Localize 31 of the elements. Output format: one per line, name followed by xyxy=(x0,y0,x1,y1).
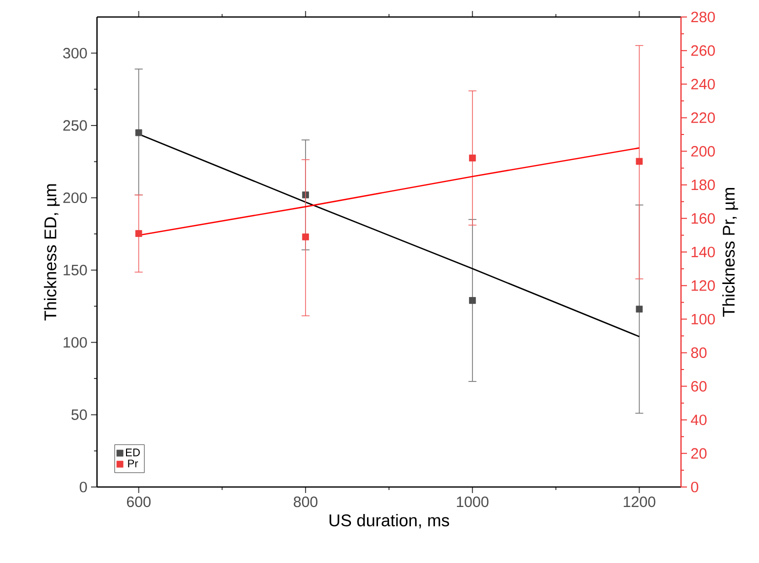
y-tick-label: 250 xyxy=(63,120,87,131)
x-axis-title: US duration, ms xyxy=(330,514,450,528)
x-tick-label: 1200 xyxy=(624,496,656,508)
y2-tick-label: 100 xyxy=(692,314,715,324)
y-axis-title: Thickness ED, µm xyxy=(44,184,60,320)
legend-label: Pr xyxy=(128,460,138,468)
y2-tick-label: 140 xyxy=(692,246,715,258)
y-tick-label: 100 xyxy=(64,337,87,348)
y2-tick-label: 40 xyxy=(690,414,707,426)
y-tick-label: 200 xyxy=(63,192,87,204)
y2-tick-label: 80 xyxy=(691,347,707,358)
y-tick-label: 150 xyxy=(64,264,87,276)
y2-tick-label: 220 xyxy=(691,112,715,123)
y2-tick-label: 120 xyxy=(692,280,715,291)
y2-tick-label: 240 xyxy=(691,78,715,90)
y2-tick-label: 280 xyxy=(691,12,715,22)
y2-tick-label: 260 xyxy=(691,45,715,56)
y2-axis-title: Thickness Pr, µm xyxy=(722,188,738,317)
x-tick-label: 600 xyxy=(127,496,151,508)
x-tick-label: 800 xyxy=(294,496,318,508)
y-tick-label: 300 xyxy=(63,48,87,58)
x-tick-label: 1000 xyxy=(456,496,488,508)
y2-tick-label: 60 xyxy=(691,380,707,392)
y-tick-label: 50 xyxy=(71,409,87,420)
y2-tick-label: 0 xyxy=(691,482,698,492)
legend-label: ED xyxy=(126,448,140,456)
y2-tick-label: 20 xyxy=(691,448,707,459)
y2-tick-label: 160 xyxy=(692,213,715,224)
y2-tick-label: 180 xyxy=(692,180,715,190)
y-tick-label: 0 xyxy=(80,482,87,492)
y2-tick-label: 200 xyxy=(691,146,715,157)
